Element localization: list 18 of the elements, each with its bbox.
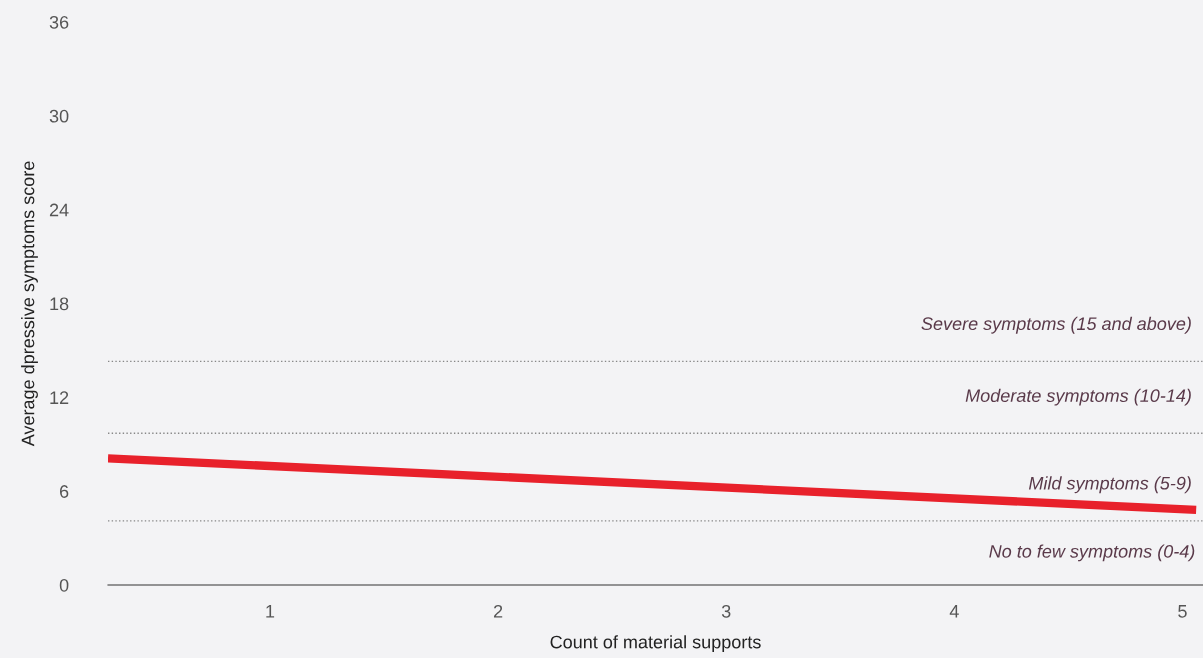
annotation: No to few symptoms (0-4)	[989, 544, 1195, 562]
x-tick-label: 3	[721, 604, 731, 618]
x-tick-label: 2	[493, 604, 503, 618]
x-tick-label: 1	[266, 605, 275, 618]
y-tick-label: 12	[50, 391, 69, 404]
ref-line-label: Mild symptoms (5-9)	[1028, 476, 1191, 494]
ref-line-label: Severe symptoms (15 and above)	[921, 316, 1191, 334]
y-tick-label: 36	[49, 15, 69, 29]
x-axis-title: Count of material supports	[550, 635, 761, 652]
y-tick-label: 24	[49, 203, 69, 217]
y-tick-label: 6	[59, 485, 69, 498]
ref-line-label: Moderate symptoms (10-14)	[965, 388, 1191, 406]
y-axis-title: Average dpressive symptoms score	[21, 161, 38, 447]
y-tick-label: 0	[59, 578, 69, 592]
x-tick-label: 4	[949, 605, 959, 618]
y-tick-label: 18	[50, 297, 69, 311]
y-tick-label: 30	[49, 109, 69, 123]
x-tick-label: 5	[1178, 605, 1187, 618]
